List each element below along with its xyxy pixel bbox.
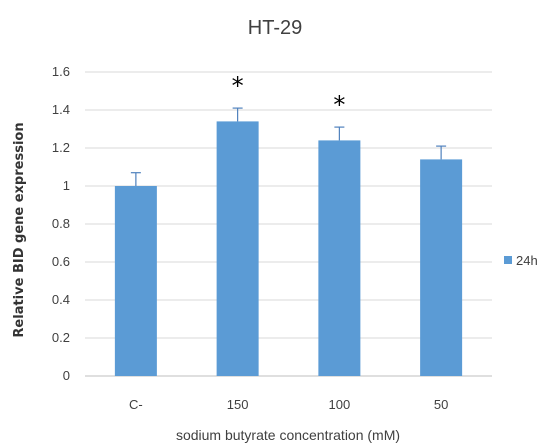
y-tick-label: 0.8 [52, 216, 70, 231]
significance-asterisk: * [232, 72, 244, 100]
x-axis-label: sodium butyrate concentration (mM) [176, 427, 400, 443]
y-tick-label: 0.6 [52, 254, 70, 269]
legend: 24h [504, 253, 538, 268]
x-tick-label: 150 [227, 397, 249, 412]
error-bar [232, 107, 243, 122]
y-tick-label: 0.2 [52, 330, 70, 345]
y-tick-label: 1.4 [52, 102, 70, 117]
bar [420, 159, 463, 376]
bars [114, 121, 463, 377]
y-tick-label: 0 [63, 368, 70, 383]
bar [114, 186, 157, 376]
bar [318, 140, 361, 376]
y-tick-label: 1.6 [52, 64, 70, 79]
x-tick-label: 50 [434, 397, 448, 412]
legend-label: 24h [516, 253, 538, 268]
y-tick-label: 1 [63, 178, 70, 193]
significance-asterisk: * [333, 91, 345, 119]
error-bars [130, 107, 447, 186]
legend-swatch [504, 256, 512, 264]
significance-markers: ** [232, 72, 346, 119]
chart-title: HT-29 [248, 17, 302, 39]
y-axis-label: Relative BID gene expression [12, 122, 27, 337]
error-bar [130, 172, 141, 186]
bar [216, 121, 259, 377]
y-tick-labels: 0 0.2 0.4 0.6 0.8 1 1.2 1.4 1.6 [52, 64, 70, 383]
x-tick-labels: C- 150 100 50 [129, 397, 448, 412]
x-tick-label: 100 [329, 397, 351, 412]
y-tick-label: 1.2 [52, 140, 70, 155]
error-bar [436, 145, 447, 160]
error-bar [334, 126, 345, 141]
y-tick-label: 0.4 [52, 292, 70, 307]
x-tick-label: C- [129, 397, 143, 412]
